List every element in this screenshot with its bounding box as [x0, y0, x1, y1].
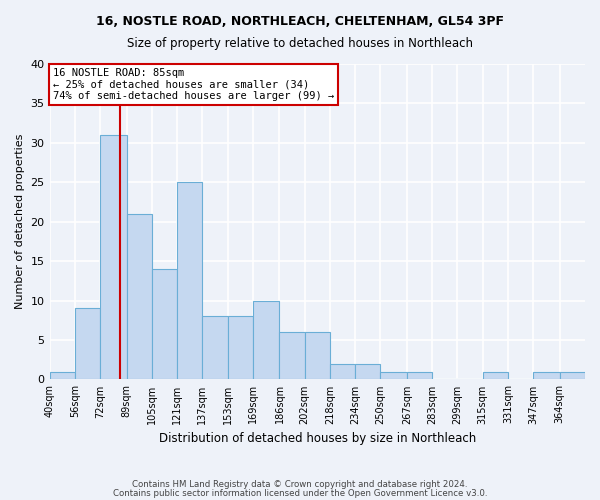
- Text: Contains public sector information licensed under the Open Government Licence v3: Contains public sector information licen…: [113, 490, 487, 498]
- Bar: [253, 300, 280, 380]
- Bar: [280, 332, 305, 380]
- Bar: [152, 269, 177, 380]
- X-axis label: Distribution of detached houses by size in Northleach: Distribution of detached houses by size …: [158, 432, 476, 445]
- Bar: [355, 364, 380, 380]
- Bar: [227, 316, 253, 380]
- Bar: [407, 372, 432, 380]
- Bar: [127, 214, 152, 380]
- Bar: [380, 372, 407, 380]
- Bar: [202, 316, 227, 380]
- Text: Size of property relative to detached houses in Northleach: Size of property relative to detached ho…: [127, 38, 473, 51]
- Bar: [305, 332, 330, 380]
- Y-axis label: Number of detached properties: Number of detached properties: [15, 134, 25, 310]
- Bar: [50, 372, 75, 380]
- Text: 16 NOSTLE ROAD: 85sqm
← 25% of detached houses are smaller (34)
74% of semi-deta: 16 NOSTLE ROAD: 85sqm ← 25% of detached …: [53, 68, 334, 101]
- Text: 16, NOSTLE ROAD, NORTHLEACH, CHELTENHAM, GL54 3PF: 16, NOSTLE ROAD, NORTHLEACH, CHELTENHAM,…: [96, 15, 504, 28]
- Bar: [75, 308, 100, 380]
- Bar: [533, 372, 560, 380]
- Bar: [560, 372, 585, 380]
- Text: Contains HM Land Registry data © Crown copyright and database right 2024.: Contains HM Land Registry data © Crown c…: [132, 480, 468, 489]
- Bar: [330, 364, 355, 380]
- Bar: [100, 135, 127, 380]
- Bar: [482, 372, 508, 380]
- Bar: [177, 182, 202, 380]
